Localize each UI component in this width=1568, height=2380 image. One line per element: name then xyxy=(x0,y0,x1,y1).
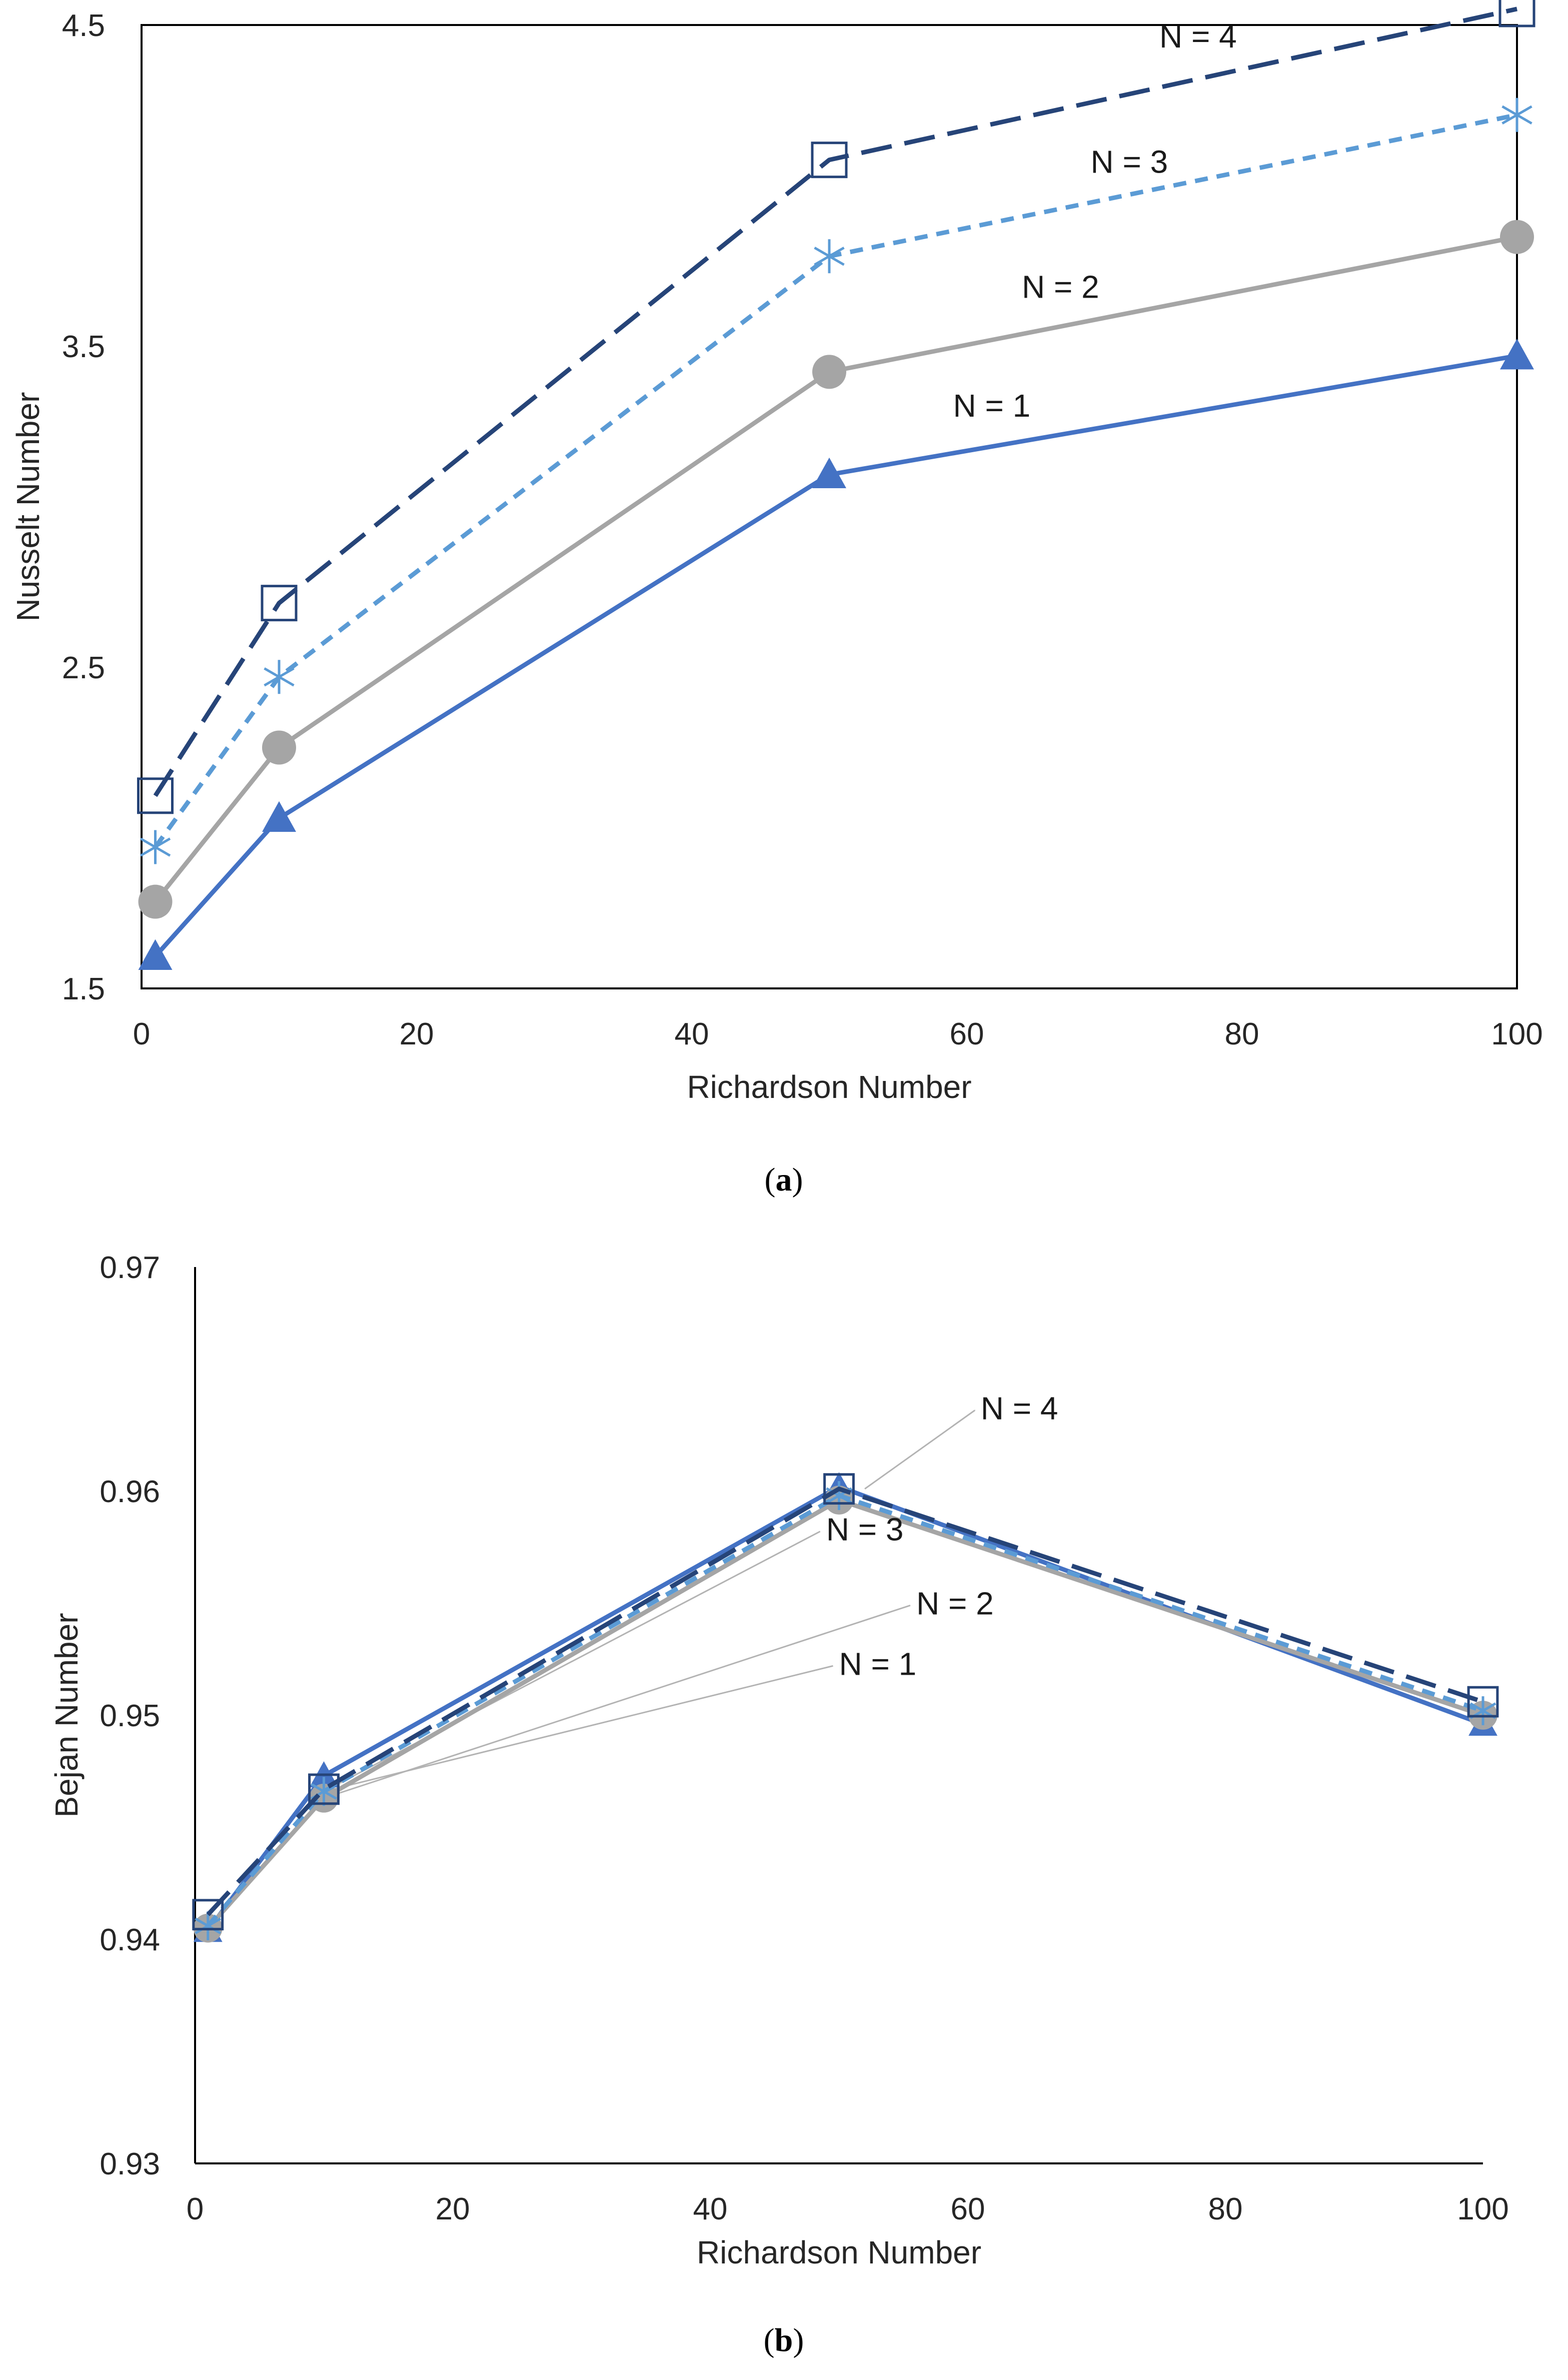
series-line xyxy=(153,235,1517,903)
panel-letter: a xyxy=(776,1161,792,1198)
x-tick-label: 40 xyxy=(675,1017,709,1051)
x-tick-label: 0 xyxy=(133,1017,150,1051)
data-point xyxy=(308,1773,340,1805)
series-annotation: N = 1 xyxy=(953,388,1031,424)
y-tick-label: 1.5 xyxy=(62,972,105,1006)
panel-letter: b xyxy=(775,2322,793,2358)
panel-caption: (b) xyxy=(764,2322,804,2358)
data-point xyxy=(261,585,298,622)
data-point xyxy=(1500,220,1534,254)
series-2 xyxy=(193,1486,1497,1943)
x-tick-label: 60 xyxy=(950,1017,984,1051)
x-tick-label: 80 xyxy=(1225,1017,1259,1051)
data-point xyxy=(812,355,846,389)
data-point xyxy=(1501,98,1532,132)
y-tick-label: 0.95 xyxy=(100,1699,160,1733)
x-tick-label: 100 xyxy=(1491,1017,1542,1051)
data-point xyxy=(1467,1686,1499,1718)
x-tick-label: 20 xyxy=(400,1017,434,1051)
data-point xyxy=(138,884,173,919)
x-tick-label: 100 xyxy=(1457,2192,1508,2226)
series-4 xyxy=(192,1473,1499,1931)
x-tick-label: 0 xyxy=(187,2192,204,2226)
y-tick-label: 0.93 xyxy=(100,2147,160,2181)
series-4 xyxy=(137,0,1535,814)
y-tick-label: 0.94 xyxy=(100,1923,160,1957)
data-point xyxy=(823,1473,855,1505)
chart-b: 0 20 40 60 80 100 0.93 0.94 0.95 0.96 0.97 Richards… xyxy=(49,1251,1509,2358)
y-axis-title: Bejan Number xyxy=(49,1613,85,1817)
data-point xyxy=(192,1899,224,1931)
annotation-leader-line xyxy=(324,1604,911,1799)
series-annotation: N = 1 xyxy=(839,1646,917,1682)
y-tick-label: 0.97 xyxy=(100,1251,160,1285)
y-axis-title: Nusselt Number xyxy=(10,392,46,622)
series-2 xyxy=(138,220,1534,919)
x-tick-label: 60 xyxy=(951,2192,985,2226)
x-tick-label: 80 xyxy=(1208,2192,1243,2226)
annotation-leader-line xyxy=(864,1410,975,1490)
data-point xyxy=(811,142,848,179)
series-line xyxy=(206,1498,1484,1930)
annotation-leader-line xyxy=(324,1665,833,1792)
series-annotation: N = 2 xyxy=(916,1585,994,1621)
series-1 xyxy=(138,339,1534,970)
panel-caption: (a) xyxy=(765,1161,803,1198)
y-tick-label: 0.96 xyxy=(100,1475,160,1509)
series-line xyxy=(153,7,1517,797)
data-point xyxy=(138,939,173,970)
series-line xyxy=(206,1487,1484,1916)
series-3 xyxy=(140,98,1532,864)
series-line xyxy=(206,1493,1484,1928)
x-axis-title: Richardson Number xyxy=(687,1069,971,1105)
data-point xyxy=(262,730,296,765)
y-tick-label: 4.5 xyxy=(62,9,105,43)
data-point xyxy=(814,239,845,274)
series-line xyxy=(153,113,1517,849)
y-tick-label: 2.5 xyxy=(62,651,105,685)
series-annotation: N = 4 xyxy=(981,1391,1058,1427)
series-annotation: N = 3 xyxy=(1091,144,1168,180)
data-point xyxy=(140,830,171,864)
plot-frame xyxy=(141,24,1518,989)
data-point xyxy=(812,457,846,488)
chart-a: 0 20 40 60 80 100 1.5 2.5 3.5 4.5 Richardson Numbe… xyxy=(10,0,1543,1198)
data-point xyxy=(1500,339,1534,370)
series-annotation: N = 4 xyxy=(1159,19,1237,55)
series-line xyxy=(206,1484,1484,1932)
data-point xyxy=(1498,0,1535,28)
data-point xyxy=(262,801,296,832)
data-point xyxy=(195,1911,222,1941)
x-tick-label: 20 xyxy=(436,2192,470,2226)
x-tick-label: 40 xyxy=(693,2192,728,2226)
series-3 xyxy=(195,1481,1496,1941)
y-tick-label: 3.5 xyxy=(62,330,105,364)
x-axis-title: Richardson Number xyxy=(697,2234,981,2270)
data-point xyxy=(264,660,295,694)
series-line xyxy=(154,353,1517,958)
series-annotation: N = 3 xyxy=(826,1512,904,1548)
data-point xyxy=(137,777,174,814)
series-annotation: N = 2 xyxy=(1022,269,1099,305)
annotation-leader-line xyxy=(323,1531,821,1792)
